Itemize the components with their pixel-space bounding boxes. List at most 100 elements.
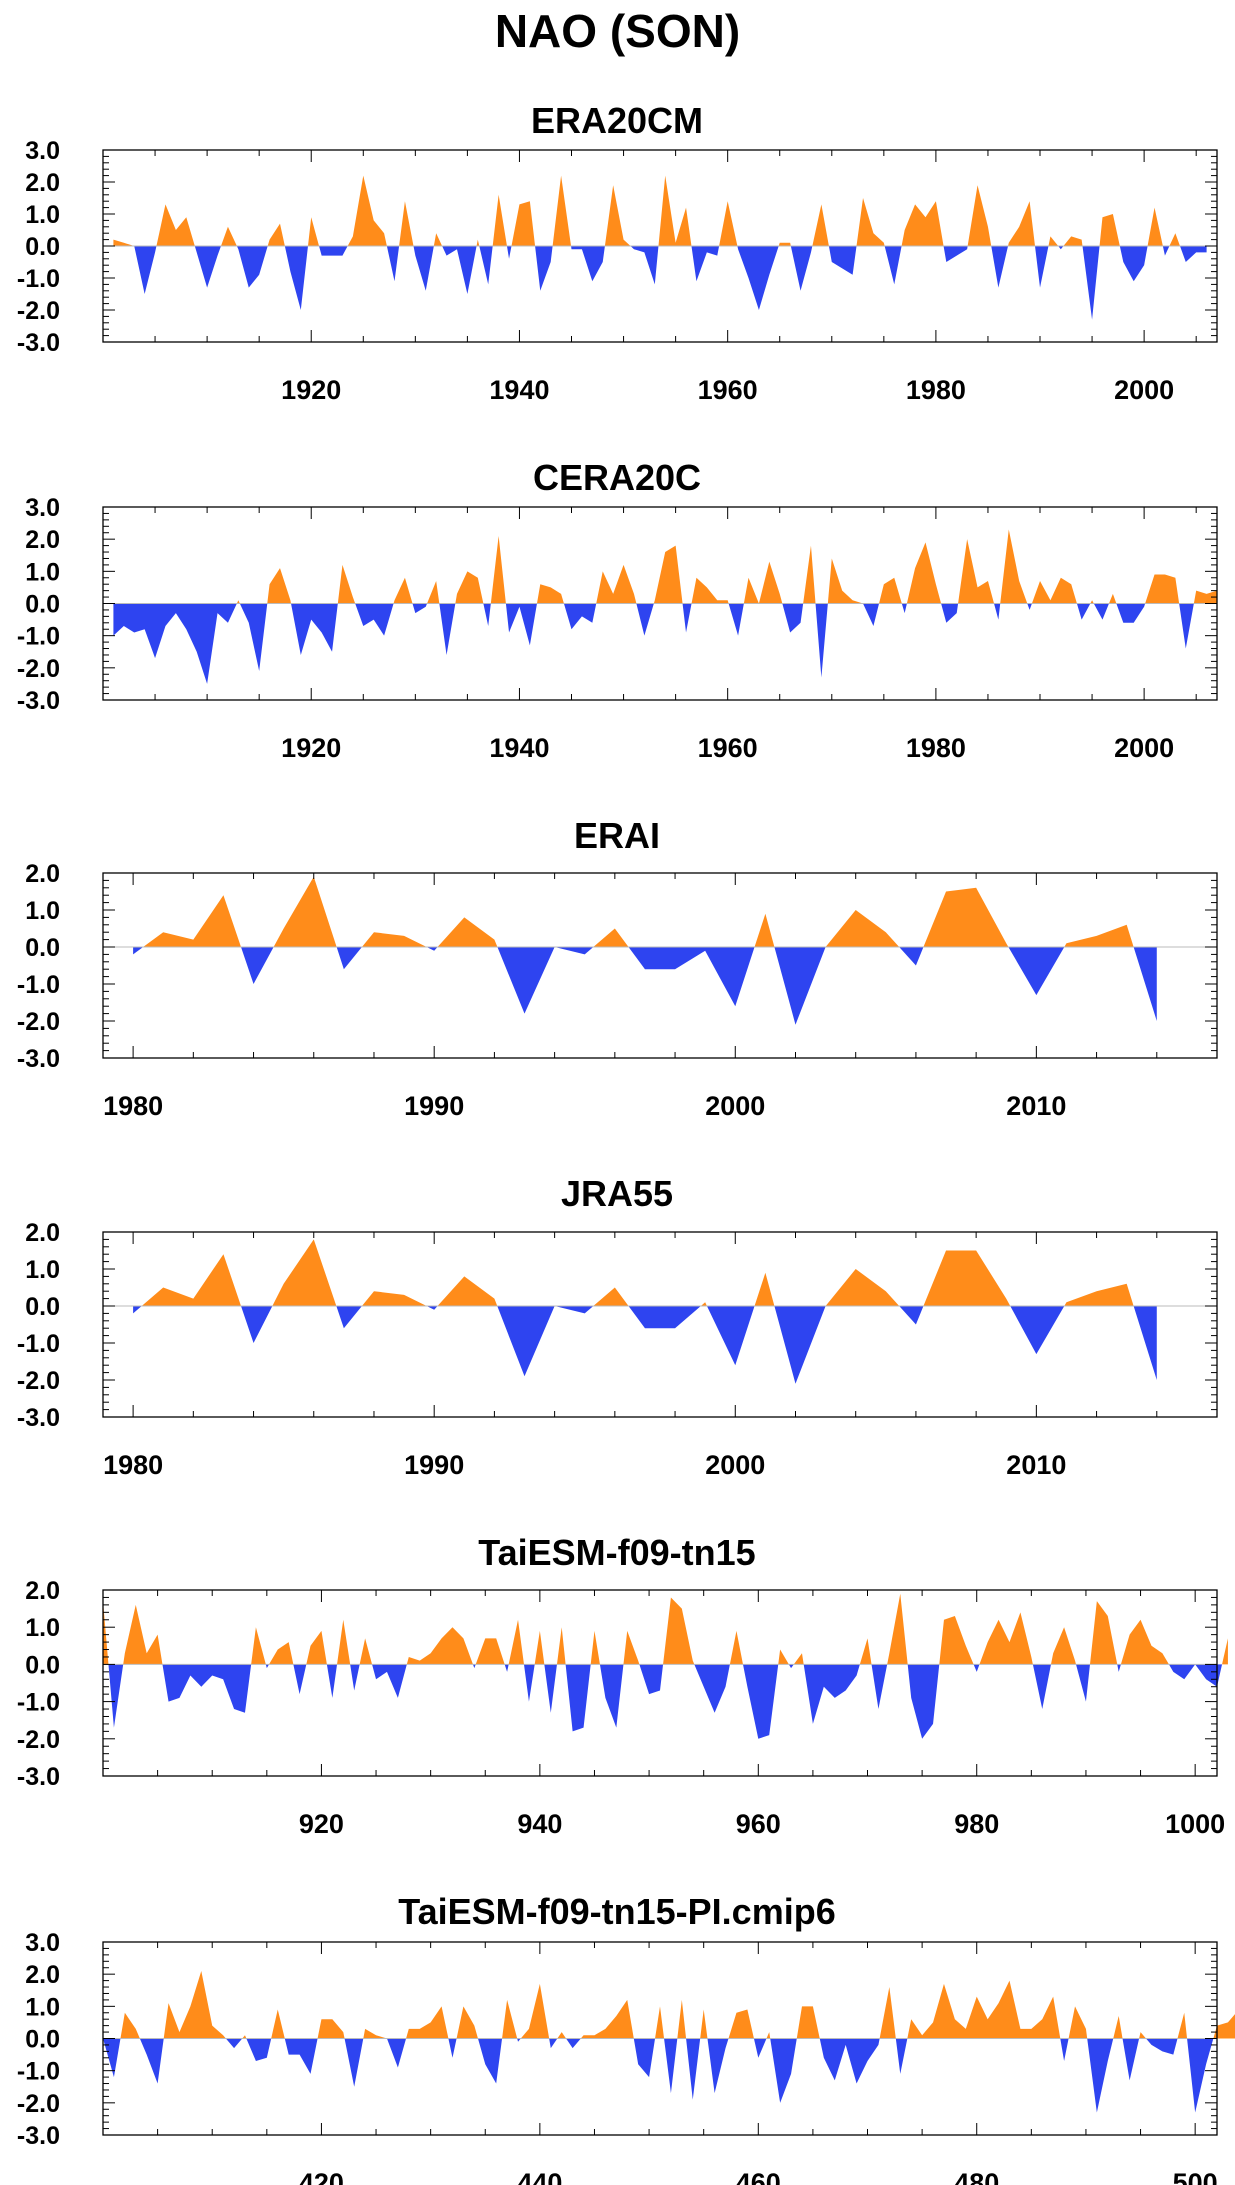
y-tick-label: 0.0 bbox=[25, 934, 60, 962]
y-tick-label: -2.0 bbox=[17, 1726, 60, 1754]
y-tick-label: -1.0 bbox=[17, 971, 60, 999]
positive-area bbox=[103, 1970, 1235, 2039]
x-tick-label: 1990 bbox=[404, 1091, 464, 1121]
y-tick-label: 2.0 bbox=[25, 169, 60, 197]
y-tick-label: -3.0 bbox=[17, 1404, 60, 1432]
data-points bbox=[103, 1593, 1229, 1739]
y-tick-label: -1.0 bbox=[17, 623, 60, 651]
page-title: NAO (SON) bbox=[494, 5, 741, 57]
y-tick-label: 1.0 bbox=[25, 558, 60, 586]
y-tick-label: 1.0 bbox=[25, 201, 60, 229]
y-tick-label: 2.0 bbox=[25, 1219, 60, 1247]
y-axis: 2.0 1.0 0.0 -1.0 -2.0 -3.0 bbox=[17, 1577, 1217, 1791]
y-tick-label: -2.0 bbox=[17, 2090, 60, 2118]
y-tick-label: 0.0 bbox=[25, 233, 60, 261]
panel-4: JRA55 2.0 1.0 0.0 -1.0 -2.0 -3.0 1980 1990 2000 20… bbox=[17, 1173, 1218, 1480]
x-tick-label: 440 bbox=[517, 2168, 562, 2185]
x-axis: 1920 1940 1960 1980 2000 bbox=[102, 507, 1197, 763]
panel-title: TaiESM-f09-tn15 bbox=[478, 1532, 755, 1573]
positive-area bbox=[133, 876, 1157, 947]
x-tick-label: 1980 bbox=[103, 1091, 163, 1121]
y-axis: 3.0 2.0 1.0 0.0 -1.0 -2.0 -3.0 bbox=[17, 1929, 1217, 2150]
x-tick-label: 2000 bbox=[705, 1091, 765, 1121]
y-tick-label: 3.0 bbox=[25, 137, 60, 165]
x-tick-label: 940 bbox=[517, 1809, 562, 1839]
x-tick-label: 1980 bbox=[103, 1450, 163, 1480]
x-axis: 1980 1990 2000 2010 bbox=[103, 873, 1218, 1121]
x-tick-label: 420 bbox=[299, 2168, 344, 2185]
y-tick-label: 0.0 bbox=[25, 591, 60, 619]
x-tick-label: 1940 bbox=[489, 733, 549, 763]
y-tick-label: -3.0 bbox=[17, 687, 60, 715]
y-tick-label: 0.0 bbox=[25, 1651, 60, 1679]
panel-title: JRA55 bbox=[561, 1173, 673, 1214]
x-tick-label: 1980 bbox=[906, 733, 966, 763]
x-tick-label: 1990 bbox=[404, 1450, 464, 1480]
positive-area bbox=[133, 1239, 1157, 1306]
y-tick-label: 1.0 bbox=[25, 1993, 60, 2021]
x-tick-label: 2000 bbox=[705, 1450, 765, 1480]
x-axis: 920 940 960 980 1000 bbox=[102, 1590, 1225, 1839]
negative-area bbox=[133, 947, 1157, 1025]
y-axis: 3.0 2.0 1.0 0.0 -1.0 -2.0 -3.0 bbox=[17, 137, 1217, 357]
y-tick-label: 1.0 bbox=[25, 897, 60, 925]
y-tick-label: 2.0 bbox=[25, 526, 60, 554]
x-tick-label: 960 bbox=[736, 1809, 781, 1839]
y-tick-label: 3.0 bbox=[25, 494, 60, 522]
negative-area bbox=[113, 603, 1217, 684]
y-axis: 2.0 1.0 0.0 -1.0 -2.0 -3.0 bbox=[17, 860, 1217, 1073]
y-tick-label: 3.0 bbox=[25, 1929, 60, 1957]
y-axis: 2.0 1.0 0.0 -1.0 -2.0 -3.0 bbox=[17, 1219, 1217, 1432]
y-tick-label: 0.0 bbox=[25, 1293, 60, 1321]
x-axis: 420 440 460 480 500 bbox=[102, 1942, 1218, 2185]
y-tick-label: -1.0 bbox=[17, 1330, 60, 1358]
panel-title: ERA20CM bbox=[531, 100, 703, 141]
x-tick-label: 920 bbox=[299, 1809, 344, 1839]
x-tick-label: 2000 bbox=[1114, 375, 1174, 405]
positive-area bbox=[103, 1593, 1228, 1665]
y-tick-label: -1.0 bbox=[17, 265, 60, 293]
y-tick-label: -3.0 bbox=[17, 1045, 60, 1073]
plot-frame bbox=[102, 1589, 1218, 1777]
panel-title: ERAI bbox=[574, 815, 660, 856]
y-tick-label: -2.0 bbox=[17, 1367, 60, 1395]
y-tick-label: 1.0 bbox=[25, 1256, 60, 1284]
x-tick-label: 1940 bbox=[489, 375, 549, 405]
panel-title: CERA20C bbox=[533, 457, 701, 498]
plot-frame bbox=[102, 872, 1218, 1059]
panel-6: TaiESM-f09-tn15-PI.cmip6 3.0 2.0 1.0 0.0 -1.0… bbox=[17, 1891, 1235, 2185]
x-tick-label: 460 bbox=[736, 2168, 781, 2185]
panel-title: TaiESM-f09-tn15-PI.cmip6 bbox=[398, 1891, 835, 1932]
positive-area bbox=[113, 175, 1207, 246]
x-tick-label: 2000 bbox=[1114, 733, 1174, 763]
y-axis: 3.0 2.0 1.0 0.0 -1.0 -2.0 -3.0 bbox=[17, 494, 1217, 715]
y-tick-label: -3.0 bbox=[17, 1763, 60, 1791]
y-tick-label: -1.0 bbox=[17, 1689, 60, 1717]
panel-2: CERA20C 3.0 2.0 1.0 0.0 -1.0 -2.0 -3.0 1920 1940 1… bbox=[17, 457, 1218, 763]
y-tick-label: -3.0 bbox=[17, 329, 60, 357]
negative-area bbox=[113, 246, 1207, 320]
y-tick-label: 2.0 bbox=[25, 1961, 60, 1989]
x-tick-label: 1920 bbox=[281, 375, 341, 405]
y-tick-label: 1.0 bbox=[25, 1614, 60, 1642]
x-tick-label: 980 bbox=[954, 1809, 999, 1839]
positive-area bbox=[113, 529, 1217, 604]
x-tick-label: 1980 bbox=[906, 375, 966, 405]
x-tick-label: 1920 bbox=[281, 733, 341, 763]
y-tick-label: -2.0 bbox=[17, 655, 60, 683]
x-tick-label: 2010 bbox=[1006, 1450, 1066, 1480]
y-tick-label: -3.0 bbox=[17, 2122, 60, 2150]
y-tick-label: 2.0 bbox=[25, 860, 60, 888]
x-axis: 1980 1990 2000 2010 bbox=[103, 1232, 1218, 1480]
x-tick-label: 480 bbox=[954, 2168, 999, 2185]
x-axis: 1920 1940 1960 1980 2000 bbox=[102, 150, 1197, 405]
panel-3: ERAI 2.0 1.0 0.0 -1.0 -2.0 -3.0 1980 1990 2000 201… bbox=[17, 815, 1218, 1121]
y-tick-label: 2.0 bbox=[25, 1577, 60, 1605]
negative-area bbox=[133, 1306, 1157, 1384]
x-tick-label: 1000 bbox=[1165, 1809, 1225, 1839]
y-tick-label: -2.0 bbox=[17, 1008, 60, 1036]
y-tick-label: 0.0 bbox=[25, 2026, 60, 2054]
